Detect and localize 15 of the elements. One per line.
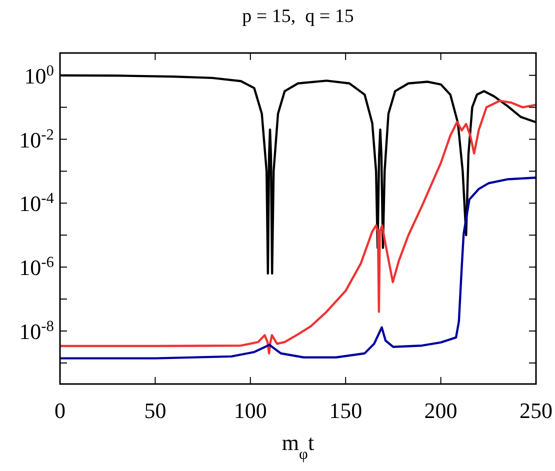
chart-title: p = 15, q = 15	[242, 6, 354, 27]
x-tick-label: 150	[329, 398, 362, 423]
y-tick-label: 10$^{-2}$	[19, 126, 54, 152]
line-series	[60, 100, 536, 354]
y-tick-label: 10$^{-4}$	[19, 190, 54, 216]
x-tick-label: 250	[520, 398, 552, 423]
y-tick-label: 10$^{0}$	[24, 62, 54, 88]
line-series	[60, 176, 536, 360]
y-tick-label: 10$^{-6}$	[19, 254, 54, 280]
x-tick-label: 50	[144, 398, 166, 423]
y-tick-label: 10$^{-8}$	[19, 318, 54, 344]
x-tick-label: 0	[54, 398, 66, 423]
x-tick-label: 200	[424, 398, 458, 423]
x-axis-title: m$_{φ}$t	[282, 430, 314, 462]
x-tick-label: 100	[234, 398, 267, 423]
